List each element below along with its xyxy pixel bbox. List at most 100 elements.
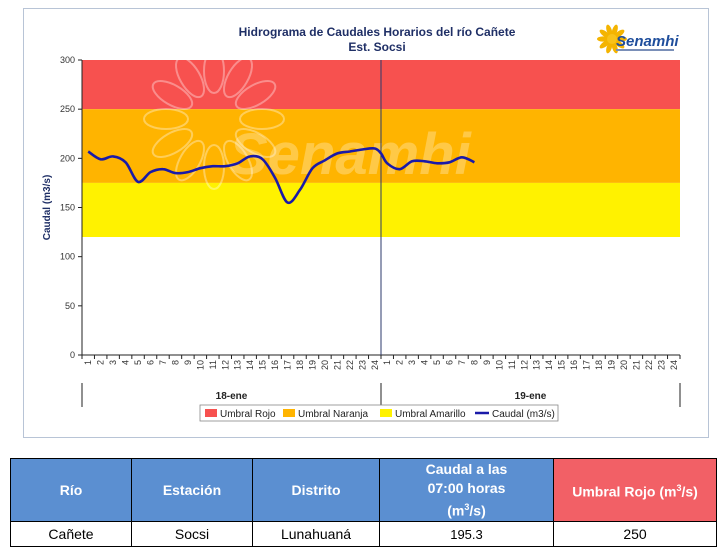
watermark-ray [239,108,285,130]
sun-ray [606,24,613,37]
chart-title: Hidrograma de Caudales Horarios del río … [239,25,516,39]
header-caudal-unit-end: /s) [469,502,486,519]
watermark-ray [151,80,194,110]
cell-caudal: 195.3 [379,521,554,547]
watermark-ray [203,48,225,94]
x-tick-label: 6 [445,360,455,365]
x-tick-label: 23 [656,360,666,370]
x-tick-label: 20 [619,360,629,370]
sun-core [607,34,617,44]
x-tick-label: 19 [307,360,317,370]
sun-ray [599,40,610,49]
x-tick-label: 3 [407,360,417,365]
cell-umbral: 250 [553,521,717,547]
header-distrito: Distrito [252,458,380,522]
sun-icon [597,24,627,54]
header-caudal-line2: 07:00 horas [427,479,506,496]
watermark-ray [143,108,189,130]
x-tick-label: 4 [420,360,430,365]
header-rio: Río [10,458,132,522]
watermark-ray [234,80,277,110]
legend-swatch [205,409,217,417]
station-table: Río Estación Distrito Caudal a las 07:00… [10,458,717,547]
watermark-ray [175,56,205,99]
x-tick-label: 24 [669,360,679,370]
x-tick-label: 21 [332,360,342,370]
watermark-text: Senamhi [229,122,473,187]
header-umbral-sup: 3 [676,482,682,493]
logo-text: Senamhi [616,33,679,50]
table-header-row: Río Estación Distrito Caudal a las 07:00… [10,458,717,522]
day-label: 19-ene [515,391,547,402]
y-tick-label: 0 [70,350,75,360]
sun-ray [614,40,625,49]
x-tick-label: 7 [457,360,467,365]
x-tick-label: 15 [557,360,567,370]
x-tick-label: 22 [345,360,355,370]
x-tick-label: 1 [83,360,93,365]
header-umbral-rojo: Umbral Rojo (m3/s) [553,458,717,522]
header-estacion: Estación [131,458,253,522]
senamhi-logo: Senamhi [597,24,679,54]
header-umbral-text: Umbral Rojo (m [572,483,677,500]
legend-label: Umbral Amarillo [395,409,466,420]
x-tick-label: 17 [283,360,293,370]
y-tick-label: 300 [60,55,75,65]
x-tick-label: 16 [270,360,280,370]
header-caudal: Caudal a las 07:00 horas (m3/s) [379,458,554,522]
legend-label: Umbral Naranja [298,409,368,420]
legend-swatch [283,409,295,417]
table-row: Cañete Socsi Lunahuaná 195.3 250 [10,521,717,547]
x-tick-label: 21 [631,360,641,370]
y-tick-label: 200 [60,153,75,163]
x-tick-label: 13 [532,360,542,370]
x-tick-label: 9 [183,360,193,365]
x-tick-label: 12 [220,360,230,370]
x-tick-label: 13 [233,360,243,370]
x-tick-label: 23 [357,360,367,370]
x-tick-label: 14 [245,360,255,370]
x-tick-label: 10 [494,360,504,370]
cell-rio: Cañete [10,521,132,547]
chart-subtitle: Est. Socsi [348,40,405,54]
sun-ray [597,36,609,42]
legend-label: Caudal (m3/s) [492,409,555,420]
x-tick-label: 5 [133,360,143,365]
header-caudal-sup: 3 [464,501,470,512]
watermark-ray [234,128,277,158]
x-tick-label: 3 [108,360,118,365]
header-caudal-unit: (m [447,502,465,519]
watermark-ray [151,128,194,158]
y-tick-label: 150 [60,203,75,213]
y-axis-label: Caudal (m3/s) [42,175,53,241]
watermark-ray [175,139,205,182]
legend-label: Umbral Rojo [220,409,276,420]
hydrograph-chart: Hidrograma de Caudales Horarios del río … [42,24,681,422]
x-tick-label: 19 [606,360,616,370]
x-tick-label: 17 [582,360,592,370]
watermark-ray [223,56,253,99]
x-tick-label: 11 [507,360,517,369]
x-tick-label: 10 [195,360,205,370]
x-tick-label: 11 [208,360,218,369]
header-caudal-line1: Caudal a las [425,460,508,477]
header-umbral-end: /s) [681,483,698,500]
x-tick-label: 12 [519,360,529,370]
cell-distrito: Lunahuaná [252,521,380,547]
x-tick-label: 4 [121,360,131,365]
x-tick-label: 6 [146,360,156,365]
x-tick-label: 14 [544,360,554,370]
x-tick-label: 15 [258,360,268,370]
y-tick-label: 50 [65,301,75,311]
legend: Umbral Rojo Umbral Naranja Umbral Amarillo… [199,404,559,422]
series-line-caudal [87,146,475,205]
x-tick-label: 7 [158,360,168,365]
logo-caption [616,49,674,51]
x-tick-label: 8 [469,360,479,365]
x-tick-label: 16 [569,360,579,370]
legend-swatch [380,409,392,417]
x-tick-label: 2 [96,360,106,365]
sun-ray [614,29,625,38]
x-tick-label: 18 [594,360,604,370]
